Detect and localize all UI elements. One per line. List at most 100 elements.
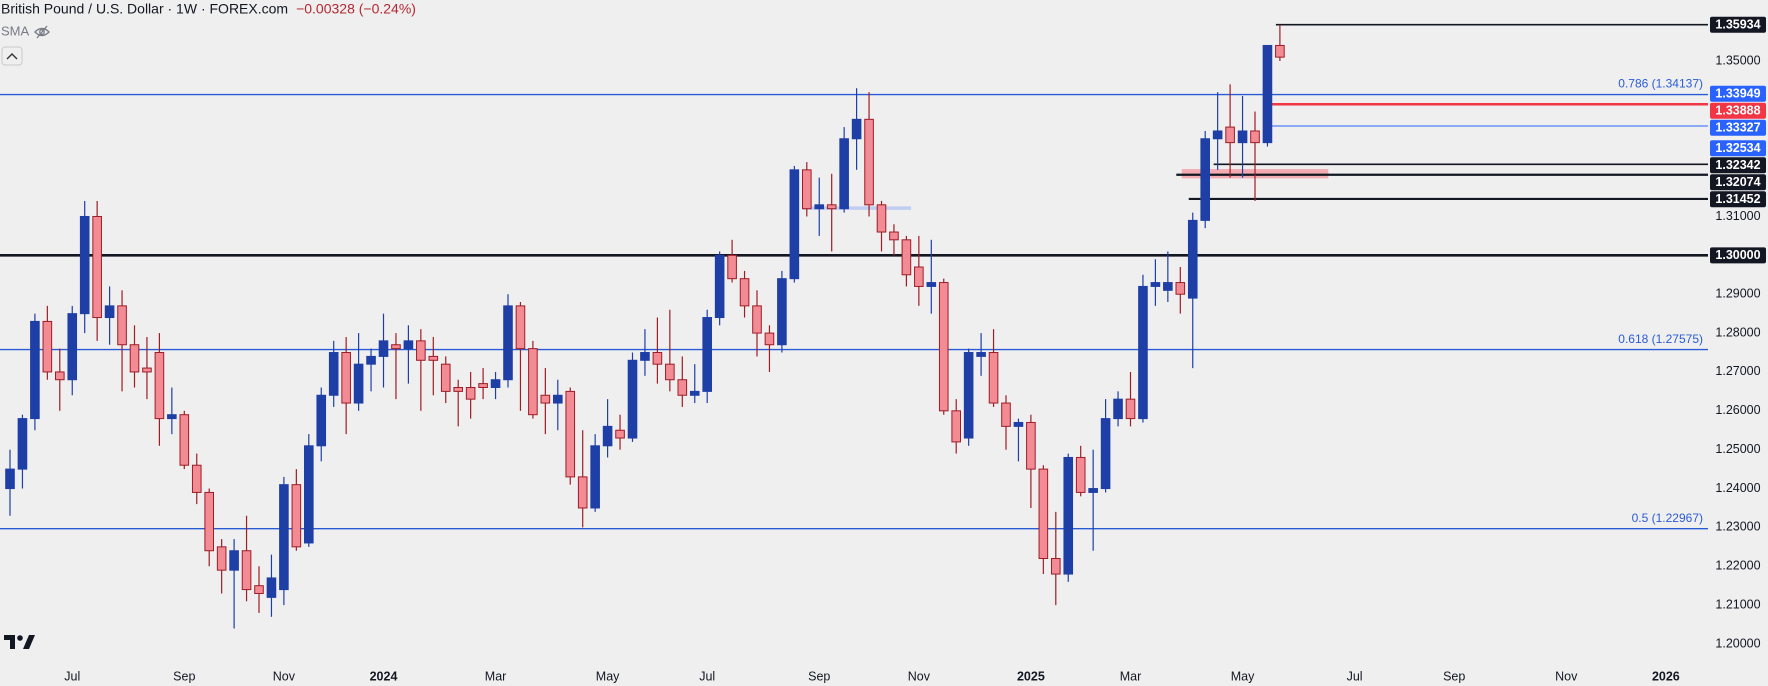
candle-body bbox=[1051, 558, 1061, 575]
candle-body bbox=[889, 231, 899, 241]
candle-body bbox=[241, 550, 252, 591]
visibility-icon[interactable] bbox=[34, 25, 50, 39]
candle-body bbox=[403, 340, 414, 350]
x-tick-label: Sep bbox=[808, 669, 830, 683]
candle-body bbox=[1138, 285, 1148, 420]
candle-body bbox=[55, 371, 65, 381]
candle-body bbox=[553, 394, 563, 404]
candle-body bbox=[727, 254, 737, 280]
candle-body bbox=[702, 317, 713, 392]
x-tick-label: 2025 bbox=[1017, 669, 1045, 683]
x-tick-label: Jul bbox=[699, 669, 715, 683]
zone bbox=[802, 206, 912, 210]
candle-body bbox=[304, 445, 314, 544]
price-label-box bbox=[1710, 174, 1766, 191]
candle-body bbox=[802, 169, 812, 210]
candle-body bbox=[291, 484, 302, 548]
price-label: 1.31452 bbox=[1715, 192, 1760, 206]
candle-body bbox=[627, 359, 638, 439]
y-tick-label: 1.24000 bbox=[1715, 481, 1760, 495]
candle-body bbox=[590, 445, 600, 509]
candle-body bbox=[428, 355, 439, 361]
candle-body bbox=[652, 352, 663, 365]
candle-body bbox=[1262, 44, 1273, 144]
candle-body bbox=[1075, 456, 1086, 493]
candle-body bbox=[1237, 130, 1248, 144]
candle-body bbox=[689, 390, 700, 396]
candle-body bbox=[714, 254, 725, 319]
x-tick-label: Nov bbox=[273, 669, 296, 683]
candle-body bbox=[328, 352, 339, 396]
price-label-box bbox=[1710, 140, 1766, 157]
candle-body bbox=[79, 215, 90, 315]
price-label: 1.35934 bbox=[1715, 18, 1760, 32]
candle-body bbox=[216, 546, 227, 571]
candle-body bbox=[976, 352, 986, 357]
candle-body bbox=[204, 491, 214, 552]
candle-body bbox=[1026, 421, 1036, 470]
x-tick-label: Nov bbox=[908, 669, 931, 683]
candle-body bbox=[254, 585, 264, 594]
candle-body bbox=[777, 278, 787, 346]
candle-body bbox=[453, 386, 463, 392]
y-tick-label: 1.29000 bbox=[1715, 287, 1760, 301]
candle-body bbox=[764, 332, 775, 346]
candle-body bbox=[1212, 130, 1223, 140]
candle-body bbox=[1001, 402, 1011, 427]
candle-body bbox=[1100, 418, 1111, 490]
price-label: 1.33949 bbox=[1715, 87, 1760, 101]
candle-body bbox=[1113, 398, 1123, 420]
candle-body bbox=[1088, 488, 1098, 493]
candle-body bbox=[465, 386, 476, 400]
collapse-button[interactable] bbox=[1, 46, 23, 66]
fib-label: 0.5 (1.22967) bbox=[1632, 511, 1703, 525]
candle-body bbox=[814, 204, 825, 210]
x-tick-label: 2024 bbox=[370, 669, 398, 683]
candle-body bbox=[30, 320, 40, 420]
x-tick-label: Sep bbox=[1443, 669, 1465, 683]
indicator-label[interactable]: SMA bbox=[1, 23, 30, 38]
x-tick-label: May bbox=[1231, 669, 1255, 683]
x-tick-label: Jul bbox=[64, 669, 80, 683]
x-tick-label: Mar bbox=[1120, 669, 1142, 683]
symbol-title: British Pound / U.S. Dollar · 1W · FOREX… bbox=[1, 1, 288, 17]
price-label: 1.32342 bbox=[1715, 158, 1760, 172]
fib-label: 0.786 (1.34137) bbox=[1618, 77, 1703, 91]
candle-body bbox=[926, 282, 937, 287]
candle-body bbox=[839, 138, 849, 210]
x-tick-label: Nov bbox=[1555, 669, 1578, 683]
candle-body bbox=[963, 352, 974, 439]
candle-body bbox=[391, 344, 401, 350]
candle-body bbox=[17, 418, 28, 470]
price-label-box bbox=[1710, 85, 1766, 102]
candle-body bbox=[826, 204, 837, 210]
candle-body bbox=[540, 394, 551, 404]
candle-body bbox=[229, 550, 239, 571]
candle-body bbox=[279, 484, 289, 591]
candle-body bbox=[416, 340, 426, 361]
candle-body bbox=[341, 352, 351, 404]
price-label-box bbox=[1710, 191, 1766, 208]
candle-body bbox=[1125, 398, 1136, 420]
candle-body bbox=[864, 118, 874, 206]
candle-body bbox=[104, 305, 115, 319]
y-tick-label: 1.28000 bbox=[1715, 325, 1760, 339]
y-tick-label: 1.27000 bbox=[1715, 364, 1760, 378]
y-tick-label: 1.21000 bbox=[1715, 597, 1760, 611]
candle-body bbox=[640, 352, 650, 361]
candle-body bbox=[154, 352, 165, 420]
candle-body bbox=[1163, 282, 1173, 291]
candle-body bbox=[440, 363, 451, 392]
candle-body bbox=[1200, 138, 1211, 221]
plot-layer: 0.786 (1.34137) 0.618 (1.27575) 0.5 (1.229… bbox=[0, 16, 1766, 683]
candle-body bbox=[602, 425, 613, 447]
price-label: 1.33327 bbox=[1715, 121, 1760, 135]
price-change: −0.00328 (−0.24%) bbox=[296, 1, 416, 17]
candle-body bbox=[5, 468, 15, 490]
candle-body bbox=[901, 239, 912, 276]
y-tick-label: 1.35000 bbox=[1715, 53, 1760, 67]
candle-body bbox=[1013, 421, 1024, 427]
candle-body bbox=[914, 266, 924, 287]
candle-body bbox=[191, 464, 202, 493]
